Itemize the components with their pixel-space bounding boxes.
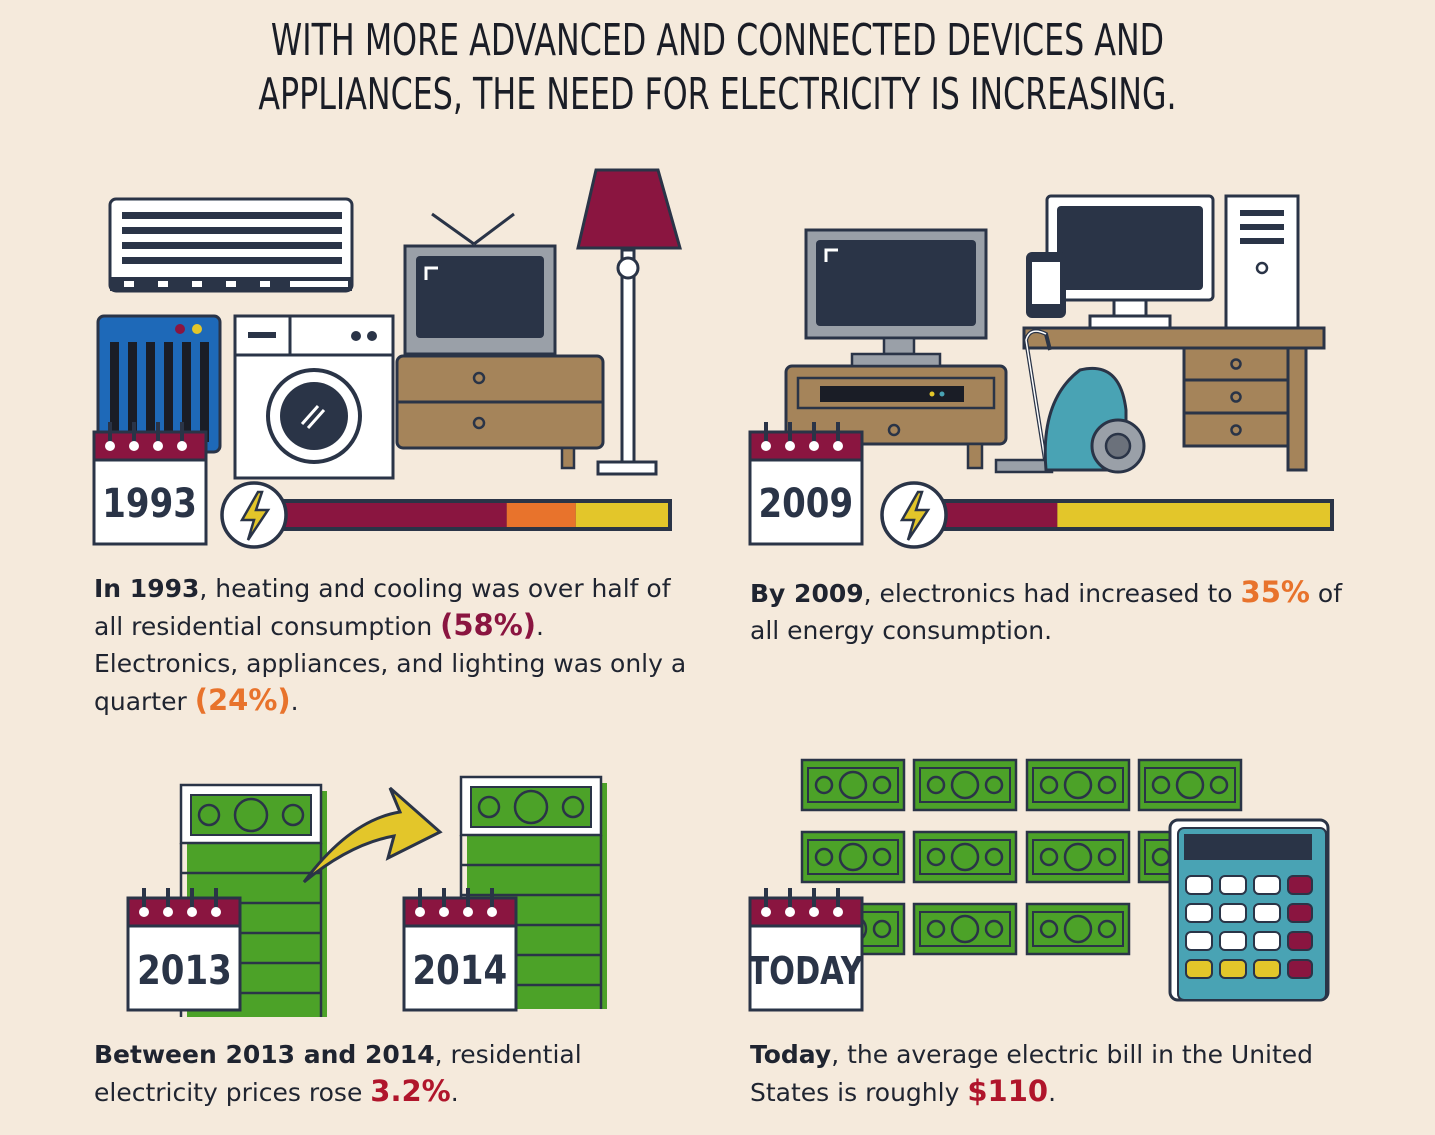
dresser-icon xyxy=(395,354,605,470)
caption-lead: By 2009 xyxy=(750,579,864,608)
year-label-2013: 2013 xyxy=(137,947,232,993)
bar-1993 xyxy=(280,499,672,531)
year-label-2009: 2009 xyxy=(758,480,853,526)
vacuum-icon xyxy=(994,329,1146,474)
lightning-icon xyxy=(220,481,288,549)
stat-3-2: 3.2% xyxy=(370,1074,451,1108)
caption-text: , heating and cooling was over half of a… xyxy=(94,574,671,641)
year-label-today: TODAY xyxy=(748,950,863,994)
year-label-1993: 1993 xyxy=(102,480,197,526)
title-line-2: APPLIANCES, THE NEED FOR ELECTRICITY IS … xyxy=(258,69,1177,120)
caption-text: . xyxy=(290,687,299,716)
stat-24: (24%) xyxy=(194,683,291,717)
bar-2009 xyxy=(942,499,1334,531)
calculator-icon xyxy=(1168,818,1330,1002)
caption-1993: In 1993, heating and cooling was over ha… xyxy=(94,570,694,720)
caption-text: of all energy consumption. xyxy=(750,579,1343,645)
tv-icon xyxy=(403,212,557,356)
air-conditioner-icon xyxy=(108,197,354,293)
caption-lead: Between 2013 and 2014 xyxy=(94,1040,435,1069)
phone-icon xyxy=(1026,252,1066,318)
stat-110: $110 xyxy=(967,1074,1049,1108)
arrow-up-icon xyxy=(302,786,443,884)
page-title: WITH MORE ADVANCED AND CONNECTED DEVICES… xyxy=(201,14,1234,122)
caption-text: , the average electric bill in the Unite… xyxy=(750,1040,1314,1107)
caption-lead: In 1993 xyxy=(94,574,200,603)
caption-text: , electronics had increased to xyxy=(863,579,1241,608)
computer-icon xyxy=(1045,194,1300,330)
stat-58: (58%) xyxy=(440,608,537,642)
caption-text: . xyxy=(450,1078,459,1107)
lightning-icon xyxy=(880,481,948,549)
year-label-2014: 2014 xyxy=(413,947,508,993)
title-line-1: WITH MORE ADVANCED AND CONNECTED DEVICES… xyxy=(270,15,1165,66)
caption-2013: Between 2013 and 2014, residential elect… xyxy=(94,1036,614,1111)
tv-stand-icon xyxy=(784,228,1008,470)
caption-text: . Electronics, appliances, and lighting … xyxy=(94,612,687,716)
desk-icon xyxy=(1022,326,1326,472)
washing-machine-icon xyxy=(233,314,395,480)
caption-today: Today, the average electric bill in the … xyxy=(750,1036,1370,1111)
lamp-icon xyxy=(576,168,682,476)
caption-lead: Today xyxy=(750,1040,832,1069)
caption-text: , residential electricity prices rose xyxy=(94,1040,582,1107)
caption-text: . xyxy=(1048,1078,1057,1107)
caption-2009: By 2009, electronics had increased to 35… xyxy=(750,574,1370,649)
stat-35: 35% xyxy=(1240,575,1310,609)
